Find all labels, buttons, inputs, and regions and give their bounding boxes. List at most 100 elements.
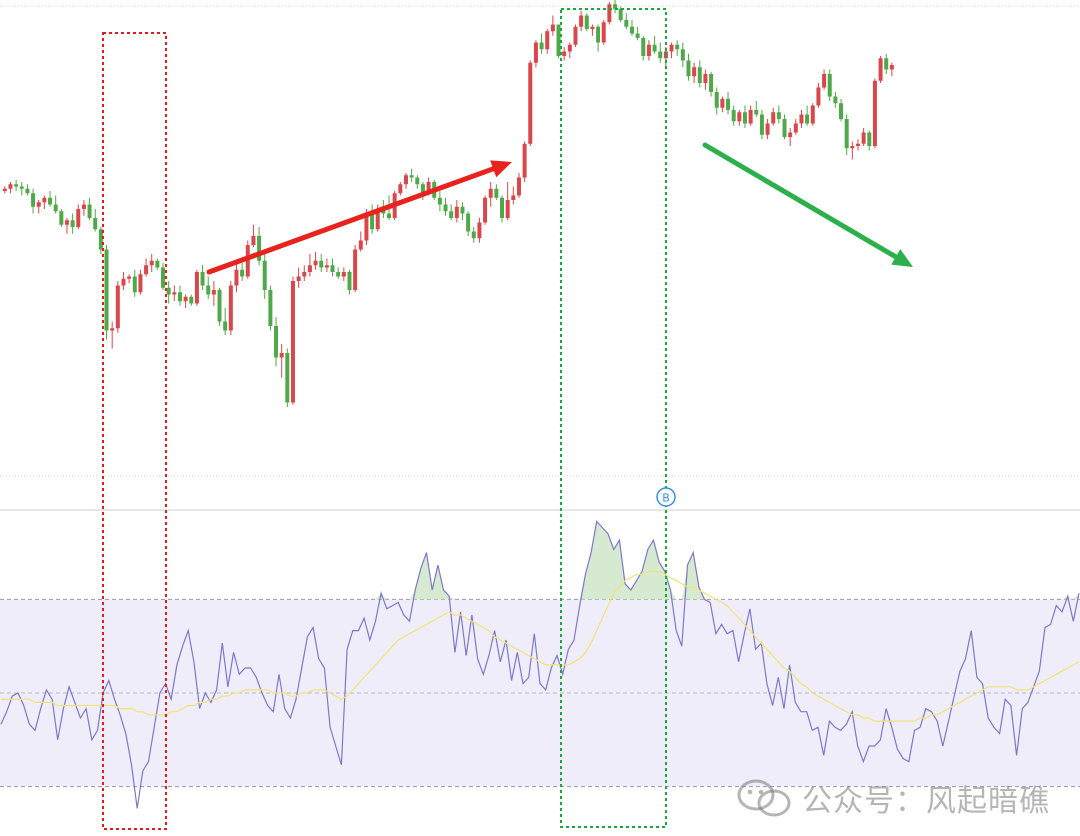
candle-body (613, 4, 618, 9)
marker-circle (656, 487, 676, 507)
candle-body (646, 44, 651, 56)
candle-body (805, 114, 810, 124)
candle (172, 285, 177, 302)
uptrend-arrow (206, 160, 512, 275)
candle-body (556, 24, 561, 56)
candle (839, 98, 844, 122)
candle-body (121, 278, 126, 286)
candle (290, 276, 295, 405)
candle (669, 42, 674, 59)
candle-body (528, 62, 533, 144)
candle-body (177, 292, 182, 302)
candle-body (590, 26, 595, 29)
candle-body (500, 197, 505, 218)
candle-body (375, 209, 380, 230)
candle (206, 276, 211, 299)
candle-body (115, 285, 120, 329)
candle (742, 105, 747, 128)
candle-body (624, 20, 629, 27)
candle (607, 2, 612, 25)
candle (545, 29, 550, 54)
candle (816, 83, 821, 108)
candle (2, 186, 7, 194)
candle-body (810, 105, 815, 124)
candle (341, 267, 346, 281)
candle (488, 182, 493, 207)
candle-body (799, 114, 804, 124)
candle-body (211, 290, 216, 295)
candle-body (223, 321, 228, 331)
candle (274, 317, 279, 367)
candle-body (483, 197, 488, 223)
candle-body (686, 60, 691, 77)
downtrend-arrow (702, 142, 913, 267)
oscillator-line-main (0, 520, 1080, 809)
candle-body (511, 195, 516, 200)
candle-body (25, 188, 30, 194)
candle (601, 20, 606, 45)
candle-body (776, 112, 781, 119)
candle-body (850, 146, 855, 149)
downtrend-arrow-head (891, 249, 913, 267)
candle (144, 258, 149, 277)
candle-body (409, 175, 414, 178)
candle (110, 321, 115, 349)
candle (556, 24, 561, 59)
candle-body (194, 272, 199, 304)
candle (279, 344, 284, 378)
candle (872, 78, 877, 149)
candle-body (307, 265, 312, 272)
candle-body (87, 204, 92, 218)
candle (889, 62, 894, 77)
overbought-fill (1, 521, 1079, 600)
candle-body (19, 186, 24, 189)
candle (358, 231, 363, 252)
candle (403, 173, 408, 189)
candle (370, 204, 375, 234)
candle-body (584, 15, 589, 29)
candle (878, 56, 883, 83)
candle-body (437, 197, 442, 205)
candle (579, 11, 584, 32)
candle (590, 24, 595, 36)
candle (680, 42, 685, 68)
candle-body (680, 49, 685, 61)
candle (70, 213, 75, 234)
candle (567, 42, 572, 59)
candle (302, 265, 307, 281)
candle-body (737, 112, 742, 122)
candle (14, 179, 19, 191)
candle-body (771, 112, 776, 124)
candle-body (754, 110, 759, 115)
candle-body (274, 326, 279, 358)
candle (692, 62, 697, 83)
candle-body (59, 211, 64, 225)
candle-body (731, 110, 736, 122)
candle-body (669, 44, 674, 52)
candle-body (827, 74, 832, 97)
candle (466, 211, 471, 236)
candle-body (104, 249, 109, 331)
candle-body (516, 177, 521, 196)
candle (788, 128, 793, 146)
candle-body (144, 265, 149, 275)
candle (127, 274, 132, 284)
candle-body (658, 51, 663, 59)
candle (161, 263, 166, 290)
candle-body (206, 285, 211, 295)
candle (861, 128, 866, 146)
candle (81, 200, 86, 216)
candle-body (562, 51, 567, 56)
uptrend-arrow-shaft (206, 166, 496, 275)
candle-body (839, 103, 844, 119)
candle (443, 197, 448, 216)
candle (36, 200, 41, 214)
candle (731, 105, 736, 126)
candle (415, 175, 420, 189)
candle-body (285, 353, 290, 403)
candle (550, 15, 555, 36)
candle-body (833, 96, 838, 104)
candle-body (189, 296, 194, 304)
candle-body (370, 213, 375, 230)
